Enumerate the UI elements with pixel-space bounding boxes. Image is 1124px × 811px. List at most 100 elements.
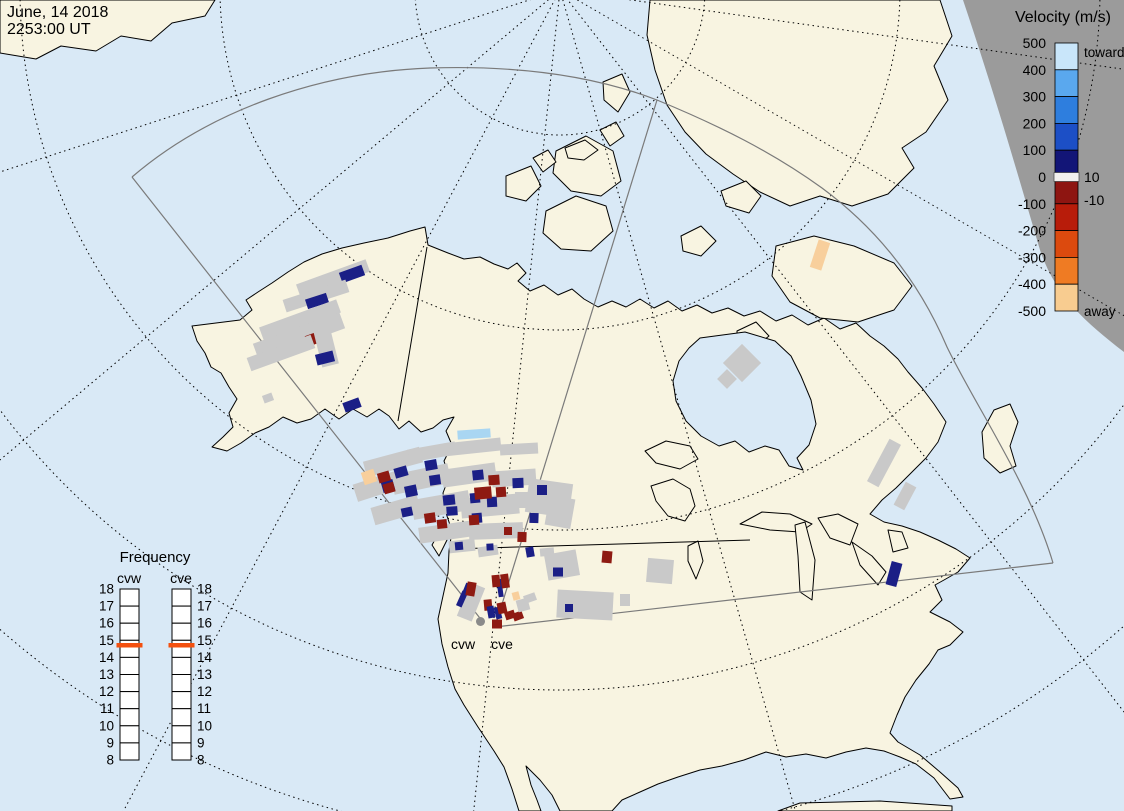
colorbar-title: Velocity (m/s)	[1015, 9, 1111, 26]
frequency-ladder-cell	[171, 742, 192, 761]
away-label: away	[1084, 304, 1116, 319]
velocity-cell	[486, 605, 496, 619]
velocity-cell	[500, 573, 510, 589]
frequency-col-cve: cve	[170, 570, 192, 586]
frequency-ladder-cell	[171, 725, 192, 744]
coast-newfoundland	[981, 403, 1019, 474]
coast-island-f	[602, 73, 631, 113]
frequency-scale-label: 8	[106, 753, 114, 768]
longitude-line	[473, 0, 560, 811]
radar-echo-cell	[442, 437, 502, 457]
velocity-cell	[512, 477, 524, 489]
frequency-ladder-cell	[119, 708, 140, 727]
fov-outer-arc	[131, 67, 1054, 564]
radar-data-cells	[246, 239, 917, 629]
frequency-ladder-cell	[119, 588, 140, 607]
colorbar-segment-toward	[1054, 96, 1079, 124]
velocity-cell	[496, 601, 508, 615]
frequency-scale-label: 12	[197, 684, 212, 699]
velocity-cell	[423, 512, 437, 524]
radar-echo-cell	[456, 582, 486, 622]
velocity-cell	[488, 474, 500, 486]
frequency-ladder-cell	[171, 639, 192, 658]
velocity-cell	[360, 468, 378, 486]
frequency-scale-label: 18	[197, 582, 212, 597]
velocity-cell	[446, 506, 458, 516]
coast-island-c	[720, 180, 762, 214]
colorbar-tick-label: 500	[1023, 35, 1047, 51]
velocity-cell	[553, 567, 563, 577]
projection-edge-wedge	[963, 0, 1124, 352]
velocity-cell	[428, 474, 442, 486]
coast-cuba	[777, 800, 953, 811]
radar-echo-cell	[370, 494, 422, 526]
frequency-ladder-cell	[119, 725, 140, 744]
frequency-ladder-cell	[171, 691, 192, 710]
velocity-cell	[511, 591, 521, 601]
radar-echo-cell	[543, 549, 581, 581]
velocity-cell	[885, 560, 903, 588]
frequency-ladder-cell	[119, 656, 140, 676]
velocity-cell	[465, 581, 477, 597]
frequency-ladder-cell	[119, 605, 140, 624]
velocity-cell	[376, 470, 392, 484]
velocity-cell	[400, 506, 414, 518]
frequency-marker	[168, 643, 195, 648]
velocity-cell	[454, 541, 464, 551]
colorbar-segments	[1053, 42, 1080, 312]
colorbar-tick-labels: 500 400 300 200 100 0 -100 -200 -300 -400 -500	[1018, 35, 1046, 319]
inner-neg-label: -10	[1084, 192, 1104, 208]
fov-west-edge	[131, 176, 484, 623]
coast-baffin-island	[771, 235, 913, 323]
velocity-cell	[601, 550, 613, 564]
lake-erie	[851, 541, 887, 586]
landmass-layer	[0, 0, 1019, 811]
velocity-cell	[537, 485, 547, 495]
velocity-cell	[457, 428, 491, 440]
velocity-cell	[525, 546, 535, 558]
velocity-cell	[314, 350, 336, 366]
frequency-scale-label: 13	[197, 667, 212, 682]
frequency-ladder-cell	[171, 708, 192, 727]
velocity-cell	[403, 484, 419, 498]
radar-echo-cell	[282, 279, 350, 313]
frequency-scale-label: 15	[99, 633, 114, 648]
colorbar-segment-toward	[1054, 69, 1079, 98]
velocity-cell	[511, 610, 525, 622]
lake-superior	[739, 511, 813, 533]
frequency-ladder-cell	[119, 742, 140, 761]
colorbar-tick-label: -100	[1018, 196, 1046, 212]
inner-pos-label: 10	[1084, 169, 1100, 185]
colorbar-tick-label: 200	[1023, 115, 1047, 131]
velocity-cell	[472, 469, 484, 481]
velocity-cell	[424, 459, 438, 471]
colorbar-tick-label: -400	[1018, 276, 1046, 292]
velocity-cell	[529, 512, 539, 524]
lake-ontario	[887, 529, 909, 553]
frequency-scale-label: 9	[197, 735, 205, 750]
velocity-colorbar: Velocity (m/s) 500 400 300 200 100 0 -100 -200 -…	[1015, 9, 1124, 319]
lake-huron	[817, 513, 859, 546]
velocity-cell	[338, 264, 366, 284]
radar-echo-cell	[491, 468, 537, 488]
radar-echo-cell	[522, 592, 538, 604]
coast-island-d	[532, 149, 557, 173]
radar-echo-cell	[544, 494, 576, 530]
frequency-ladders: 18 17 16 15 14 13 12 11 10 9 8 18 17 16 15 14 13 12 11 10 9 8	[99, 582, 213, 768]
frequency-title: Frequency	[120, 549, 191, 566]
frequency-scale-label: 8	[197, 753, 205, 768]
frequency-scale-label: 16	[99, 616, 114, 631]
colorbar-segment-away	[1054, 256, 1079, 285]
coast-victoria-island	[542, 195, 614, 252]
radar-label-cve: cve	[491, 636, 513, 652]
radar-echo-cell	[866, 438, 902, 488]
lake-michigan	[794, 521, 816, 601]
colorbar-tick-label: 400	[1023, 62, 1047, 78]
colorbar-tick-label: -300	[1018, 249, 1046, 265]
radar-echo-cell	[893, 481, 917, 511]
radar-echo-cell	[620, 594, 630, 606]
radar-echo-cell	[499, 442, 539, 456]
frequency-scale-label: 18	[99, 582, 114, 597]
colorbar-tick-label: -500	[1018, 303, 1046, 319]
